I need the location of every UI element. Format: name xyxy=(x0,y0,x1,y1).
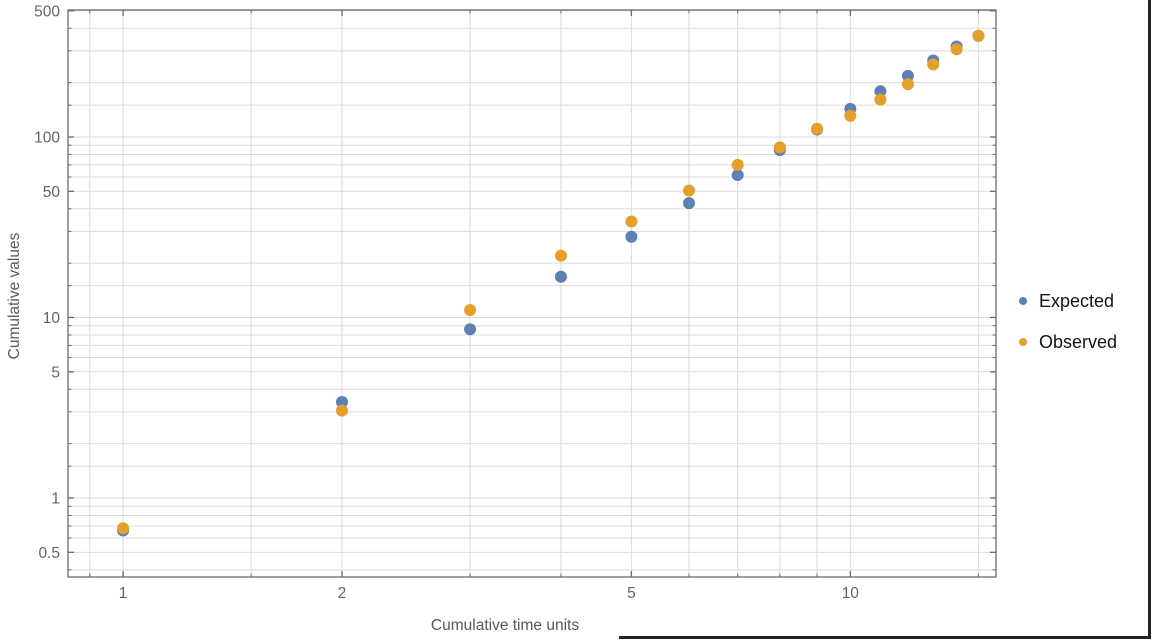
x-tick-label: 1 xyxy=(119,585,128,602)
point-expected xyxy=(335,396,348,409)
point-observed xyxy=(844,109,857,122)
point-observed xyxy=(950,43,963,56)
legend-label-observed: Observed xyxy=(1039,332,1118,352)
y-tick-label: 1 xyxy=(51,490,60,507)
point-observed xyxy=(811,122,824,135)
y-axis-label: Cumulative values xyxy=(6,232,23,360)
legend-item-observed: Observed xyxy=(1019,330,1117,354)
point-expected xyxy=(625,230,638,243)
x-tick-label: 10 xyxy=(842,585,860,602)
crop-border-right-icon xyxy=(1148,0,1151,639)
y-tick-label: 0.5 xyxy=(38,545,60,562)
point-expected xyxy=(554,270,567,283)
point-expected xyxy=(682,197,695,210)
plot-frame xyxy=(67,9,997,578)
point-observed xyxy=(874,93,887,106)
point-observed xyxy=(682,184,695,197)
y-tick-label: 500 xyxy=(34,3,60,20)
x-tick-label: 2 xyxy=(338,585,347,602)
point-observed xyxy=(625,215,638,228)
legend: Expected Observed xyxy=(1019,289,1117,371)
observed-marker-icon xyxy=(1019,338,1027,346)
point-observed xyxy=(335,404,348,417)
x-tick-label: 5 xyxy=(627,585,636,602)
y-tick-label: 5 xyxy=(51,364,60,381)
x-axis-label: Cumulative time units xyxy=(430,617,580,634)
point-observed xyxy=(773,141,786,154)
point-expected xyxy=(901,69,914,82)
expected-marker-icon xyxy=(1019,297,1027,305)
y-tick-label: 100 xyxy=(34,129,60,146)
point-observed xyxy=(927,58,940,71)
y-tick-label: 10 xyxy=(43,310,61,327)
crop-border-bottom-icon xyxy=(619,636,1151,639)
legend-item-expected: Expected xyxy=(1019,289,1117,313)
point-expected xyxy=(874,85,887,98)
y-tick-label: 50 xyxy=(43,184,61,201)
point-expected xyxy=(464,323,477,336)
legend-label-expected: Expected xyxy=(1039,291,1115,311)
point-observed xyxy=(464,303,477,316)
point-observed xyxy=(731,158,744,171)
point-observed xyxy=(972,29,985,42)
point-observed xyxy=(901,78,914,91)
point-observed xyxy=(117,522,130,535)
point-expected xyxy=(731,169,744,182)
point-observed xyxy=(554,249,567,262)
